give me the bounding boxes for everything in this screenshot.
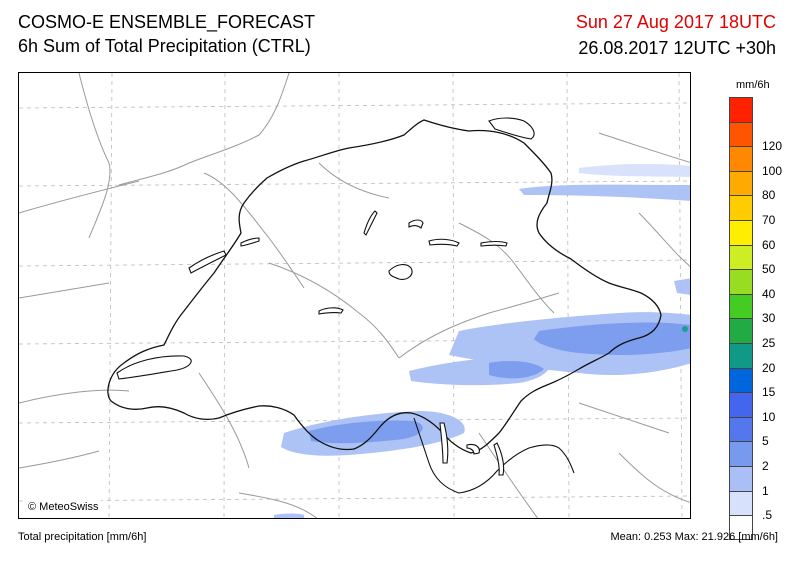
lake-lugano [466, 443, 480, 455]
legend-swatch [729, 416, 753, 442]
legend-label: 30 [762, 311, 776, 326]
lake-zug [408, 219, 424, 229]
legend-unit: mm/6h [736, 79, 770, 91]
graticule [19, 73, 690, 518]
lake-walensee [480, 240, 508, 247]
legend-label: 50 [762, 262, 776, 277]
legend-swatch [729, 170, 753, 196]
legend-swatch [729, 293, 753, 319]
lake-constance [488, 117, 535, 140]
legend-label: 70 [762, 213, 776, 227]
copyright-label: © MeteoSwiss [25, 500, 102, 514]
lake-neuchatel [188, 250, 227, 274]
legend-swatch [729, 195, 753, 220]
legend-swatch [729, 244, 753, 270]
chart-title: COSMO-E ENSEMBLE_FORECAST [18, 12, 316, 32]
southern-border [413, 417, 575, 494]
legend-label: 1 [762, 483, 769, 498]
legend-swatch [729, 121, 753, 147]
precip-area-south-edge [274, 513, 304, 518]
precip-max-cell [682, 326, 688, 332]
legend-label: 60 [762, 237, 776, 252]
precip-field [274, 163, 690, 518]
legend-label: 120 [762, 139, 783, 154]
lake-zurich [428, 238, 460, 247]
precip-area-east-edge [674, 278, 690, 295]
lake-lucerne [388, 264, 413, 280]
precip-area-central-core [489, 361, 544, 379]
precip-area-north-east [519, 184, 690, 201]
legend-label: 10 [762, 409, 776, 424]
legend-swatch [729, 515, 753, 540]
legend-swatch [729, 441, 753, 466]
color-legend: 120 100 80 70 60 50 40 30 25 20 15 10 5 2 1 .5 [729, 97, 782, 540]
valid-time: Sun 27 Aug 2017 18UTC [575, 12, 776, 32]
legend-swatch [729, 342, 753, 368]
legend-label: .5 [762, 508, 773, 523]
legend-label: 5 [762, 434, 769, 449]
legend-swatch [729, 367, 753, 393]
switzerland-border [107, 119, 662, 454]
footer-stats: Mean: 0.253 Max: 21.926 [mm/6h] [610, 531, 778, 543]
legend-label: 100 [762, 163, 783, 178]
lake-biel [240, 237, 260, 247]
lake-geneva [116, 355, 192, 380]
lakes [116, 117, 535, 476]
legend-swatch [729, 490, 753, 516]
init-time: 26.08.2017 12UTC +30h [578, 38, 776, 58]
lake-sempach [363, 210, 378, 236]
legend-swatch [729, 219, 753, 245]
precip-area-north-east-2 [579, 163, 690, 177]
lake-maggiore [439, 422, 449, 464]
precip-area-south-west-core [309, 420, 423, 444]
legend-swatch [729, 97, 753, 122]
lake-como [493, 442, 505, 476]
legend-label: 25 [762, 336, 776, 350]
footer-variable: Total precipitation [mm/6h] [18, 531, 147, 543]
legend-label: 20 [762, 360, 776, 375]
legend-swatch [729, 269, 753, 294]
legend-swatch [729, 318, 753, 343]
lake-thun [318, 307, 344, 315]
legend-label: 40 [762, 286, 776, 301]
map-svg [19, 73, 690, 518]
legend-swatch [729, 146, 753, 171]
chart-subtitle: 6h Sum of Total Precipitation (CTRL) [18, 36, 311, 56]
legend-label: 2 [762, 459, 769, 473]
legend-label: 15 [762, 385, 776, 400]
borders [19, 73, 690, 518]
legend-label: 80 [762, 188, 776, 203]
legend-swatch [729, 392, 753, 417]
precipitation-map[interactable]: © MeteoSwiss [18, 72, 691, 519]
legend-swatch [729, 465, 753, 491]
precip-area-central-east-core [534, 322, 690, 356]
